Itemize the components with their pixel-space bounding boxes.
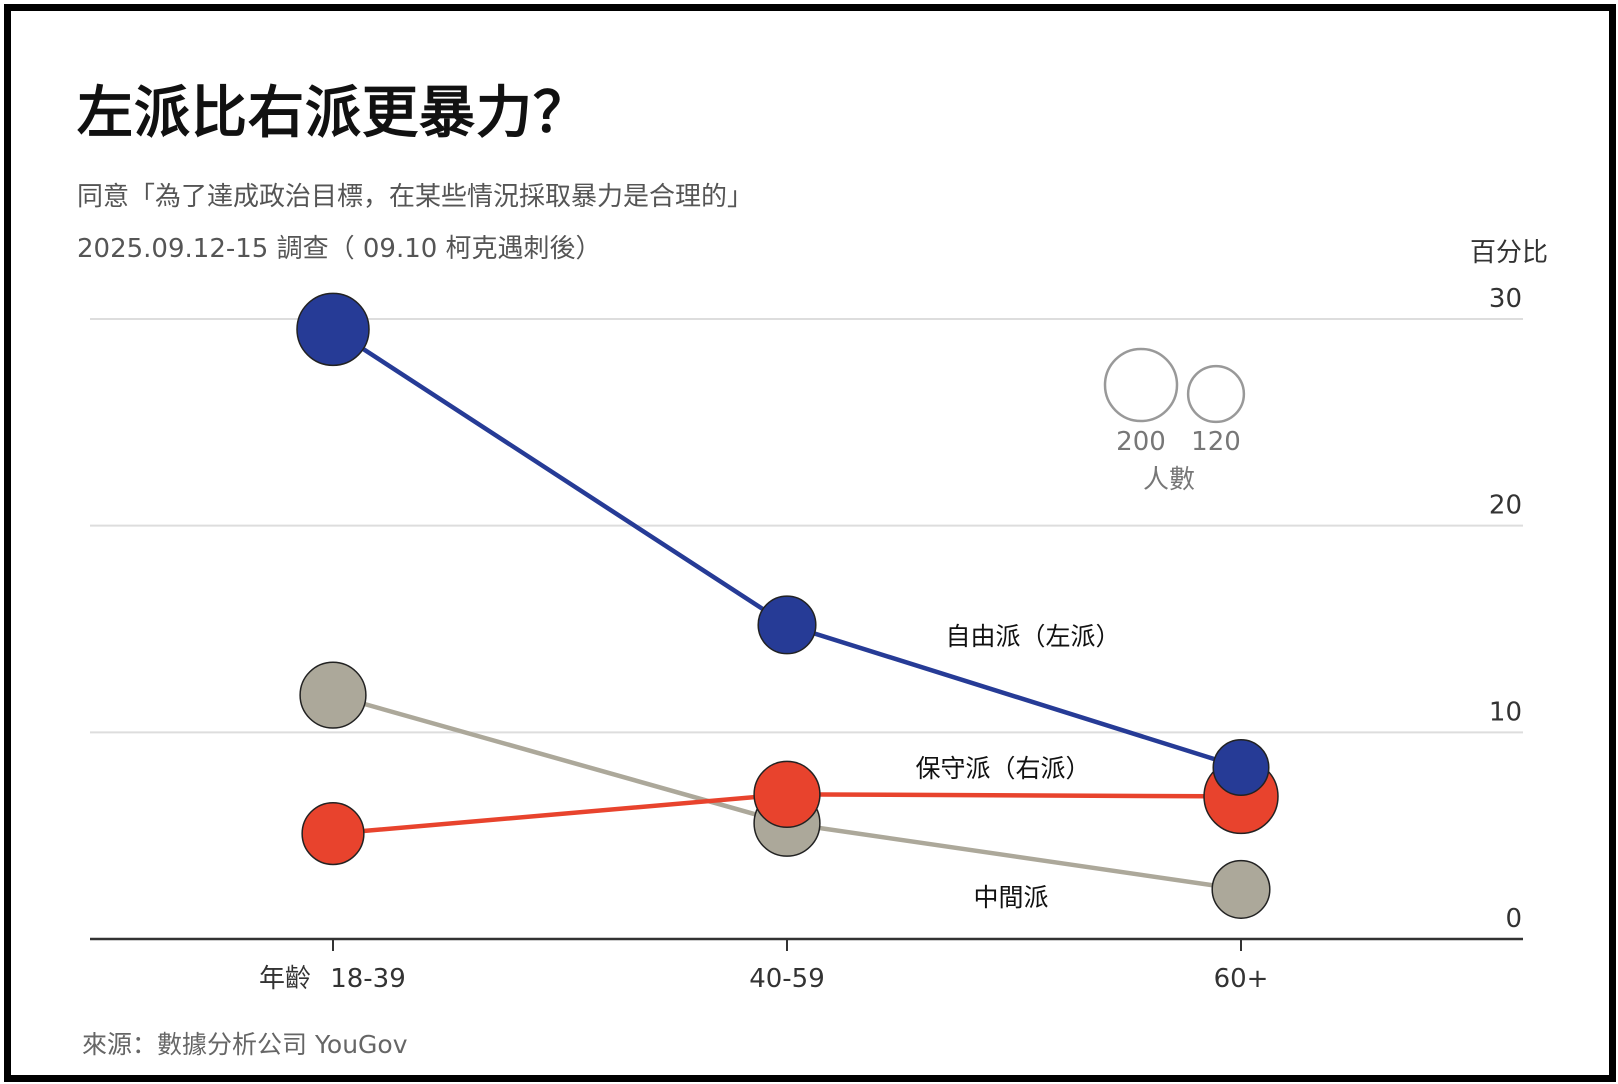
data-point bbox=[301, 801, 365, 866]
chart-subtitle: 同意「為了達成政治目標，在某些情況採取暴力是合理的」 bbox=[77, 182, 754, 212]
x-tick-label: 40-59 bbox=[749, 964, 825, 994]
series-label: 保守派（右派） bbox=[915, 754, 1090, 783]
size-legend-circle bbox=[1103, 347, 1179, 423]
series-label: 自由派（左派） bbox=[945, 622, 1120, 651]
chart-survey-date: 2025.09.12-15 調查（ 09.10 柯克遇刺後） bbox=[77, 234, 602, 264]
chart-frame bbox=[4, 4, 1616, 1082]
size-legend-label: 200 bbox=[1116, 427, 1166, 457]
chart-source: 來源：數據分析公司 YouGov bbox=[82, 1030, 408, 1059]
x-tick-label: 18-39 bbox=[330, 964, 406, 994]
data-point bbox=[299, 661, 367, 729]
data-point bbox=[757, 595, 817, 655]
data-point bbox=[753, 760, 821, 828]
series-label: 中間派 bbox=[973, 883, 1048, 912]
size-legend-circle bbox=[1186, 364, 1246, 424]
size-legend-title: 人數 bbox=[1143, 465, 1195, 495]
y-axis-label: 百分比 bbox=[1470, 238, 1548, 268]
chart-title: 左派比右派更暴力？ bbox=[77, 81, 590, 146]
y-tick-label: 0 bbox=[1505, 904, 1522, 934]
data-point bbox=[1211, 859, 1271, 919]
data-point bbox=[1212, 738, 1270, 796]
y-tick-label: 10 bbox=[1489, 697, 1522, 727]
y-tick-label: 30 bbox=[1489, 284, 1522, 314]
series-line bbox=[331, 327, 1242, 770]
x-tick-label: 60+ bbox=[1214, 964, 1269, 994]
size-legend-label: 120 bbox=[1191, 427, 1241, 457]
x-axis-label: 年齡 bbox=[259, 964, 311, 994]
y-tick-label: 20 bbox=[1489, 491, 1522, 521]
data-point bbox=[296, 292, 370, 367]
